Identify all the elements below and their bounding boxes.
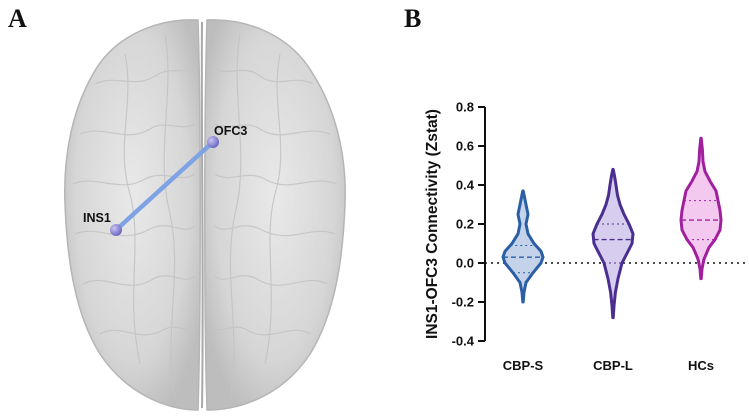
- right-hemisphere: [204, 19, 346, 411]
- ins1-label: INS1: [83, 211, 111, 225]
- brain-rendering: INS1 OFC3: [63, 19, 346, 411]
- panel-a-letter: A: [8, 4, 27, 33]
- ins1-ofc3-edge: [113, 139, 216, 233]
- x-tick-label: CBP-S: [503, 358, 544, 373]
- y-tick-label: 0.4: [456, 178, 475, 193]
- ins1-node: [110, 224, 122, 236]
- x-tick-label: CBP-L: [593, 358, 633, 373]
- y-tick-label: -0.2: [452, 295, 474, 310]
- y-tick-label: 0.8: [456, 100, 474, 115]
- violin-cbp-l: [591, 167, 635, 320]
- ofc3-node: [207, 136, 219, 148]
- violin-chart: -0.4 -0.2 0.0 0.2 0.4 0.6 0.8 CBP-S CBP-L HCs INS…: [424, 100, 747, 373]
- gyri-texture: [72, 33, 338, 400]
- y-axis-title: INS1-OFC3 Connectivity (Zstat): [424, 109, 441, 339]
- violin-hcs: [679, 136, 723, 281]
- plot-area: -0.4 -0.2 0.0 0.2 0.4 0.6 0.8 CBP-S CBP-L HCs: [452, 100, 747, 373]
- y-tick-label: 0.0: [456, 256, 474, 271]
- y-tick-label: 0.2: [456, 217, 474, 232]
- violin-cbp-s: [501, 189, 545, 304]
- ofc3-label: OFC3: [214, 124, 247, 138]
- panel-b-letter: B: [404, 4, 422, 33]
- y-tick-label: -0.4: [452, 334, 475, 349]
- y-tick-label: 0.6: [456, 139, 474, 154]
- midline-fissure: [200, 21, 204, 409]
- x-tick-label: HCs: [688, 358, 714, 373]
